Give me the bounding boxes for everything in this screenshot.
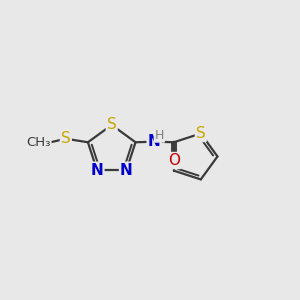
Text: S: S <box>196 126 206 141</box>
Text: S: S <box>107 118 117 133</box>
Text: N: N <box>148 134 160 149</box>
Text: O: O <box>168 153 180 168</box>
Text: CH₃: CH₃ <box>26 136 50 149</box>
Text: N: N <box>120 163 133 178</box>
Text: H: H <box>155 129 164 142</box>
Text: S: S <box>61 131 71 146</box>
Text: N: N <box>91 163 103 178</box>
